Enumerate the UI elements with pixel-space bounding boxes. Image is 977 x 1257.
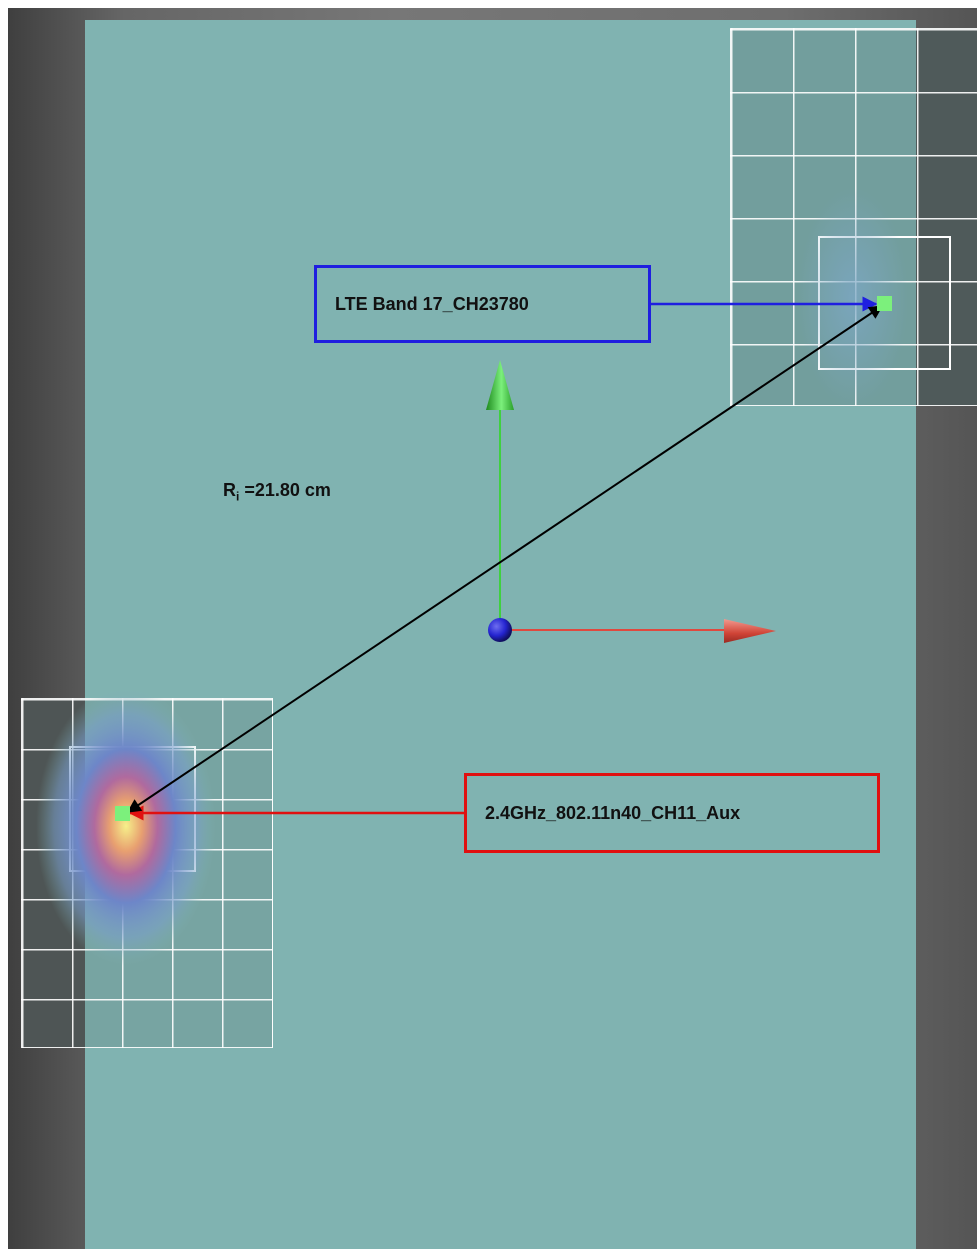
sar-scan-viewport: LTE Band 17_CH23780 2.4GHz_802.11n40_CH1… bbox=[8, 8, 977, 1249]
distance-value: =21.80 cm bbox=[239, 480, 331, 500]
wifi-peak-marker bbox=[115, 806, 130, 821]
separation-distance-label: Ri =21.80 cm bbox=[223, 480, 331, 504]
distance-subscript: i bbox=[236, 489, 240, 504]
lte-peak-marker bbox=[877, 296, 892, 311]
wifi-band-label: 2.4GHz_802.11n40_CH11_Aux bbox=[464, 773, 880, 853]
wifi-sar-distribution bbox=[36, 686, 216, 966]
y-axis-cone-icon bbox=[486, 360, 514, 410]
distance-arrow bbox=[126, 305, 884, 813]
diagram-overlay bbox=[36, 188, 908, 966]
x-axis-cone-icon bbox=[724, 619, 776, 643]
distance-symbol: R bbox=[223, 480, 236, 500]
axis-origin-sphere-icon bbox=[488, 618, 512, 642]
lte-band-label: LTE Band 17_CH23780 bbox=[314, 265, 651, 343]
